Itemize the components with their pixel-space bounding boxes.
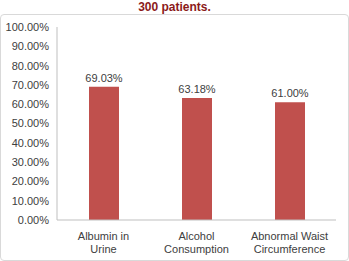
svg-text:70.00%: 70.00%: [12, 79, 50, 91]
svg-text:60.00%: 60.00%: [12, 98, 50, 110]
svg-text:63.18%: 63.18%: [178, 83, 216, 95]
svg-text:80.00%: 80.00%: [12, 60, 50, 72]
svg-text:0.00%: 0.00%: [18, 214, 49, 226]
svg-text:30.00%: 30.00%: [12, 156, 50, 168]
svg-text:90.00%: 90.00%: [12, 40, 50, 52]
svg-text:Abnormal WaistCircumference: Abnormal WaistCircumference: [251, 230, 328, 255]
svg-text:10.00%: 10.00%: [12, 195, 50, 207]
svg-text:40.00%: 40.00%: [12, 137, 50, 149]
svg-text:69.03%: 69.03%: [85, 72, 123, 84]
svg-text:20.00%: 20.00%: [12, 175, 50, 187]
svg-text:100.00%: 100.00%: [8, 21, 49, 33]
svg-text:61.00%: 61.00%: [271, 87, 309, 99]
svg-text:AlcoholConsumption: AlcoholConsumption: [164, 230, 229, 255]
svg-text:50.00%: 50.00%: [12, 117, 50, 129]
svg-text:Albumin inUrine: Albumin inUrine: [78, 230, 129, 255]
html-text:300 patients.: 300 patients.: [138, 0, 211, 14]
